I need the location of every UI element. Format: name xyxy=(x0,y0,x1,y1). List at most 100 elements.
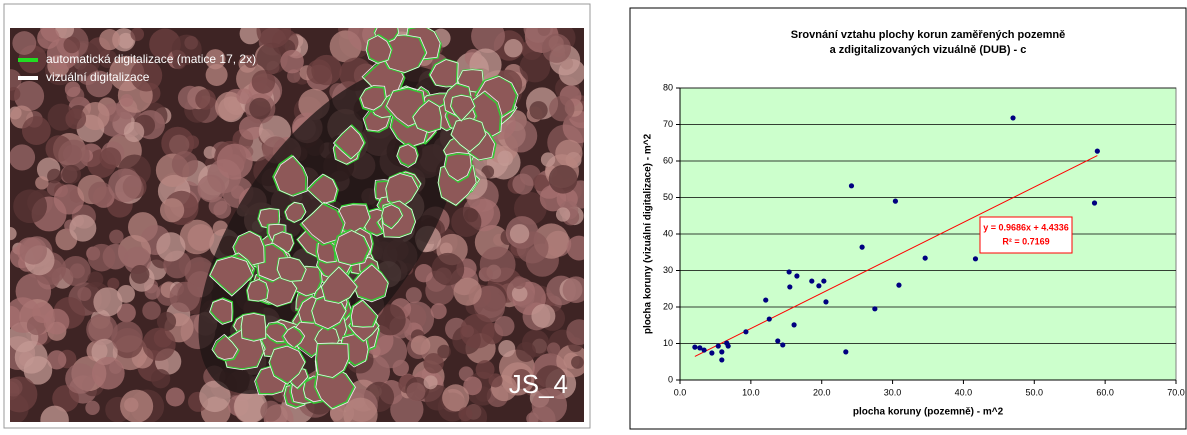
tree-crown xyxy=(480,247,516,283)
tree-crown xyxy=(195,89,216,110)
tree-crown xyxy=(217,144,253,180)
tree-crown xyxy=(411,335,431,355)
tree-crown xyxy=(156,232,185,261)
x-tick-label: 20.0 xyxy=(813,387,831,397)
point xyxy=(973,256,978,261)
point xyxy=(1010,115,1015,120)
trend-r2: R² = 0.7169 xyxy=(1002,236,1049,246)
tree-crown xyxy=(35,176,48,189)
point xyxy=(893,199,898,204)
tree-crown xyxy=(431,303,447,319)
tree-crown xyxy=(22,116,51,145)
point xyxy=(860,245,865,250)
tree-crown xyxy=(513,276,526,289)
tree-crown xyxy=(166,388,185,407)
tree-crown xyxy=(549,165,578,194)
x-tick-label: 30.0 xyxy=(884,387,902,397)
y-tick-label: 10 xyxy=(663,338,673,348)
tree-crown xyxy=(88,244,116,272)
tree-crown xyxy=(172,151,198,177)
tree-crown xyxy=(44,309,70,335)
point xyxy=(816,283,821,288)
point xyxy=(767,316,772,321)
point xyxy=(923,255,928,260)
tree-crown xyxy=(20,237,47,264)
y-axis-label: plocha koruny (vizuální digitalizace) - … xyxy=(643,133,654,334)
point xyxy=(787,284,792,289)
tree-crown xyxy=(494,316,514,336)
tree-crown xyxy=(260,401,281,422)
tree-crown xyxy=(571,356,584,369)
figure: automatická digitalizace (matice 17, 2x)… xyxy=(0,0,1187,430)
x-tick-label: 10.0 xyxy=(742,387,760,397)
tree-crown xyxy=(549,96,574,121)
tree-crown xyxy=(120,390,153,423)
point xyxy=(794,273,799,278)
tree-crown xyxy=(131,265,150,284)
tree-crown xyxy=(252,70,276,94)
point xyxy=(719,357,724,362)
x-tick-label: 50.0 xyxy=(1026,387,1044,397)
point xyxy=(787,269,792,274)
tree-crown xyxy=(47,169,62,184)
tree-crown xyxy=(460,314,495,349)
tree-crown xyxy=(547,342,560,355)
tree-crown xyxy=(424,375,438,389)
y-tick-label: 30 xyxy=(663,265,673,275)
point xyxy=(780,342,785,347)
point xyxy=(896,283,901,288)
point xyxy=(809,278,814,283)
tree-crown xyxy=(13,189,47,223)
y-tick-label: 40 xyxy=(663,228,673,238)
y-tick-label: 70 xyxy=(663,119,673,129)
trend-equation: y = 0.9686x + 4.4336 xyxy=(983,222,1069,232)
tree-crown xyxy=(209,197,228,216)
point xyxy=(849,183,854,188)
tree-crown xyxy=(497,150,513,166)
tree-crown xyxy=(99,29,120,50)
tree-crown xyxy=(109,361,122,374)
point xyxy=(821,278,826,283)
tree-crown xyxy=(85,401,99,415)
y-tick-label: 60 xyxy=(663,155,673,165)
tree-crown xyxy=(151,369,170,388)
tree-crown xyxy=(92,357,125,390)
tree-crown xyxy=(451,207,481,237)
chart-title: Srovnání vztahu plochy korun zaměřených … xyxy=(791,29,1065,41)
y-tick-label: 20 xyxy=(663,301,673,311)
tree-crown xyxy=(93,287,122,316)
tree-crown xyxy=(65,363,95,393)
tree-crown xyxy=(142,328,175,361)
tree-crown xyxy=(206,64,228,86)
tree-crown xyxy=(131,27,145,41)
point xyxy=(726,343,731,348)
tree-crown xyxy=(77,287,91,301)
point xyxy=(791,322,796,327)
chart-title: a zdigitalizovaných vizuálně (DUB) - c xyxy=(830,44,1027,56)
y-tick-label: 0 xyxy=(668,374,673,384)
tree-crown xyxy=(529,101,547,119)
point xyxy=(743,329,748,334)
x-axis-label: plocha koruny (pozemně) - m^2 xyxy=(853,407,1004,418)
point xyxy=(843,349,848,354)
tree-crown xyxy=(160,198,184,222)
legend-label: vizuální digitalizace xyxy=(46,70,150,84)
point xyxy=(701,347,706,352)
tree-crown xyxy=(170,282,200,312)
tree-crown xyxy=(64,37,81,54)
legend-label: automatická digitalizace (matice 17, 2x) xyxy=(46,52,256,66)
tree-crown xyxy=(62,165,81,184)
point xyxy=(709,350,714,355)
tree-crown xyxy=(415,264,433,282)
tree-crown xyxy=(70,263,85,278)
tree-crown xyxy=(100,147,122,169)
point xyxy=(1092,200,1097,205)
tree-crown xyxy=(423,353,443,373)
x-tick-label: 40.0 xyxy=(955,387,973,397)
tree-crown xyxy=(498,340,515,357)
tree-crown xyxy=(65,109,86,130)
tree-crown xyxy=(541,152,555,166)
x-tick-label: 70.0 xyxy=(1167,387,1185,397)
page: automatická digitalizace (matice 17, 2x)… xyxy=(0,0,1187,435)
tree-crown xyxy=(124,122,144,142)
